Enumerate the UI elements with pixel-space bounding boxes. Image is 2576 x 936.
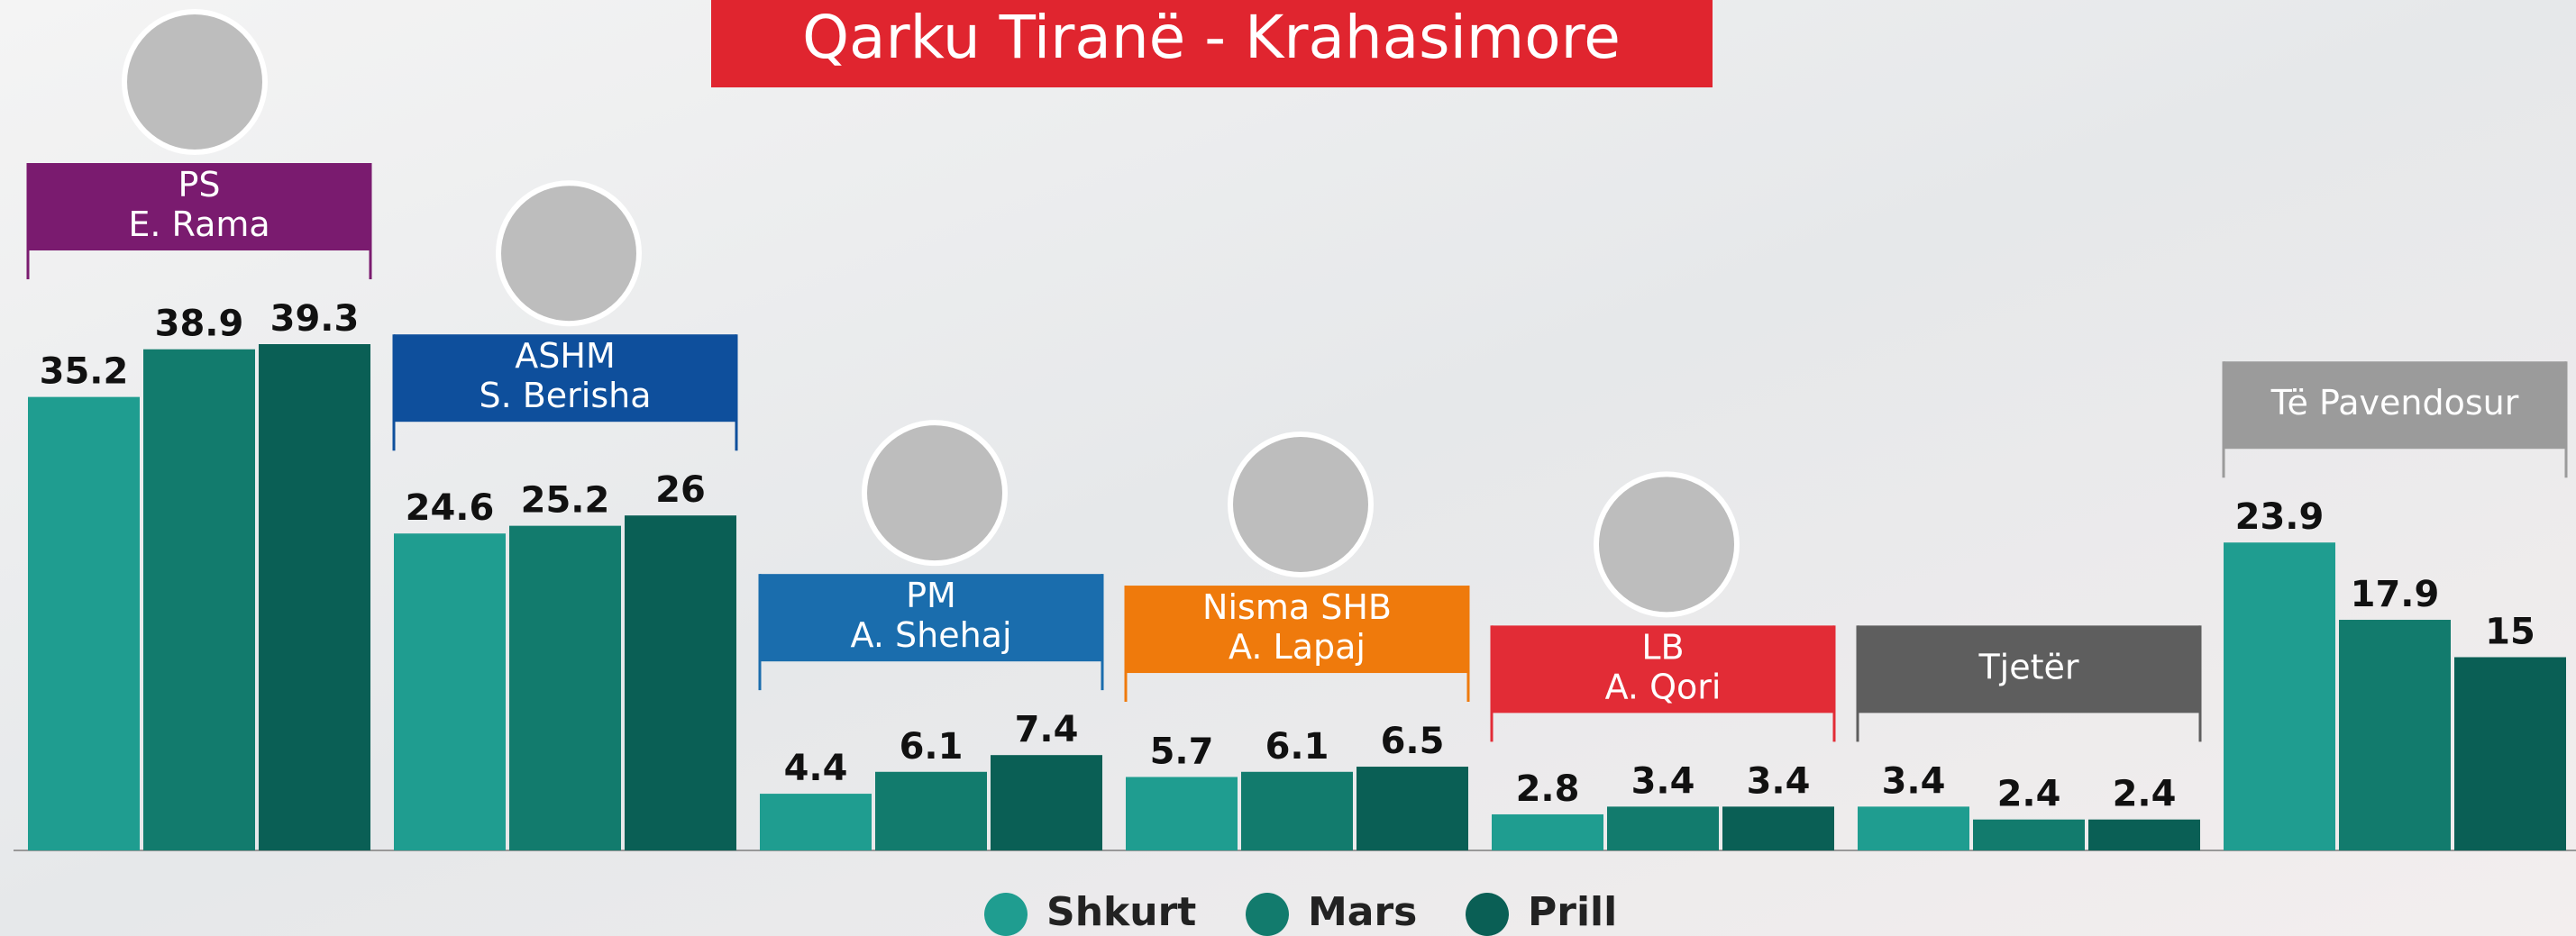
value-label: 2.4	[2113, 774, 2177, 815]
value-label: 4.4	[784, 748, 848, 789]
category-label: S. Berisha	[479, 376, 651, 415]
chart-title: Qarku Tiranë - Krahasimore	[802, 3, 1621, 72]
category-label: PS	[178, 165, 220, 204]
legend-label: Prill	[1528, 889, 1617, 935]
bar	[28, 397, 140, 850]
category-label: A. Lapaj	[1229, 627, 1366, 667]
bar	[2339, 620, 2451, 850]
value-label: 2.4	[1997, 774, 2061, 815]
value-label: 39.3	[270, 298, 360, 340]
bar	[875, 772, 987, 850]
category-label: A. Qori	[1605, 667, 1722, 706]
category-label: PM	[906, 576, 956, 615]
value-label: 23.9	[2235, 496, 2325, 538]
value-label: 35.2	[40, 351, 129, 393]
legend-marker	[984, 893, 1028, 936]
bar	[1126, 777, 1238, 850]
bar	[394, 533, 506, 850]
bar	[1858, 806, 1969, 850]
bar	[991, 755, 1102, 850]
portrait	[1230, 434, 1371, 575]
portrait	[1596, 474, 1737, 614]
value-label: 17.9	[2351, 574, 2440, 615]
value-label: 5.7	[1150, 731, 1214, 772]
value-label: 25.2	[521, 480, 610, 522]
category-label: A. Shehaj	[851, 615, 1012, 655]
bar	[259, 344, 370, 850]
bar	[143, 350, 255, 850]
category-label: LB	[1641, 627, 1684, 667]
value-label: 24.6	[406, 487, 495, 529]
bar	[2224, 542, 2335, 850]
value-label: 6.1	[900, 726, 964, 768]
portrait	[498, 183, 639, 323]
bar	[1357, 767, 1468, 850]
bar	[1492, 814, 1603, 850]
bar	[1722, 806, 1834, 850]
category-label: ASHM	[515, 336, 615, 376]
bar	[625, 515, 736, 850]
bar	[760, 794, 872, 850]
value-label: 3.4	[1882, 760, 1946, 802]
chart: Qarku Tiranë - Krahasimore 35.2 38.9 39.3 P…	[0, 0, 2576, 936]
value-label: 38.9	[155, 304, 244, 345]
bar	[2454, 658, 2566, 851]
portrait	[864, 423, 1005, 563]
value-label: 6.1	[1265, 726, 1329, 768]
legend-label: Shkurt	[1046, 889, 1196, 935]
category-label: E. Rama	[128, 204, 269, 244]
value-label: 7.4	[1015, 709, 1079, 750]
category-label: Nisma SHB	[1202, 587, 1392, 627]
legend-marker	[1466, 893, 1509, 936]
category-label: Tjetër	[1978, 647, 2078, 686]
bar	[1973, 820, 2085, 850]
value-label: 26	[655, 469, 706, 511]
portrait	[124, 12, 265, 152]
legend-label: Mars	[1308, 889, 1417, 935]
bar	[1607, 806, 1719, 850]
bar	[2088, 820, 2200, 850]
bar	[1241, 772, 1353, 850]
value-label: 3.4	[1631, 760, 1695, 802]
category-label: Të Pavendosur	[2270, 383, 2519, 423]
value-label: 6.5	[1381, 721, 1445, 762]
legend-marker	[1246, 893, 1289, 936]
value-label: 15	[2485, 612, 2535, 653]
bar	[509, 526, 621, 850]
value-label: 3.4	[1747, 760, 1811, 802]
value-label: 2.8	[1516, 768, 1580, 810]
